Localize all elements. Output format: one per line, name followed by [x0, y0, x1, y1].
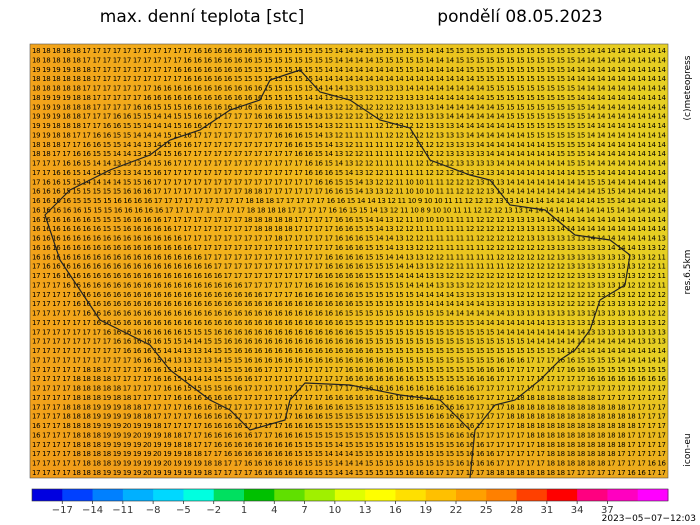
colorbar-segment — [244, 489, 275, 501]
timestamp: 2023−05−07−12:03 — [602, 514, 696, 524]
value-row: 19 19 19 18 18 18 17 17 17 17 16 16 15 1… — [32, 103, 667, 111]
colorbar-segment — [183, 489, 215, 501]
resolution: res.6.5km — [683, 250, 693, 295]
value-row: 16 17 17 18 18 18 19 19 19 20 19 19 18 1… — [32, 422, 666, 430]
value-row: 17 17 17 17 18 18 18 18 17 17 17 17 16 1… — [32, 375, 667, 383]
colorbar-segment — [425, 489, 457, 501]
value-row: 17 17 17 17 18 18 18 19 19 19 19 20 19 1… — [32, 469, 666, 477]
value-row: 18 18 17 17 16 16 15 15 14 14 13 13 14 1… — [32, 150, 667, 158]
colorbar-segment — [62, 489, 94, 501]
colorbar-tick-label: 13 — [359, 505, 372, 516]
value-row: 17 17 17 16 16 15 14 14 13 13 13 14 15 1… — [32, 160, 667, 168]
map-frame — [29, 43, 669, 479]
value-row: 16 16 16 16 16 16 15 15 15 16 16 16 16 1… — [32, 216, 667, 224]
value-row: 17 17 17 17 17 17 17 17 17 16 16 16 15 1… — [32, 347, 667, 355]
colorbar-tick-label: 4 — [271, 505, 277, 516]
colorbar-segment — [486, 489, 518, 501]
value-grid: 18 18 18 18 18 17 17 17 17 17 17 17 17 1… — [32, 47, 667, 477]
colorbar-segment — [334, 489, 366, 501]
colorbar-tick-label: −5 — [176, 505, 191, 516]
value-row: 17 17 17 17 17 17 16 16 16 16 16 16 16 1… — [32, 319, 666, 327]
value-row: 17 17 17 17 16 16 16 16 16 16 16 16 16 1… — [32, 291, 666, 299]
colorbar-segment — [516, 489, 548, 501]
value-row: 16 16 16 16 16 16 16 15 15 16 16 16 16 1… — [32, 225, 667, 233]
value-row: 16 16 16 16 16 16 16 16 16 16 16 16 16 1… — [32, 244, 666, 252]
colorbar-tick-label: 22 — [450, 505, 463, 516]
colorbar-segment — [637, 489, 669, 501]
value-row: 17 17 17 18 18 18 19 19 19 19 18 18 17 1… — [32, 413, 666, 421]
value-row: 17 17 17 17 18 18 18 19 18 18 17 17 17 1… — [32, 394, 666, 402]
colorbar-tick-label: 7 — [301, 505, 307, 516]
colorbar-segment — [546, 489, 578, 501]
value-row: 19 19 19 19 18 18 17 17 17 17 17 17 17 1… — [32, 66, 667, 74]
colorbar-segment — [122, 489, 154, 501]
colorbar-segment — [304, 489, 336, 501]
value-row: 18 18 18 18 18 17 17 17 17 17 17 17 17 1… — [32, 47, 667, 55]
value-row: 17 17 16 16 16 16 16 16 16 16 16 16 16 1… — [32, 272, 666, 280]
value-row: 16 16 16 15 15 15 15 15 15 16 16 16 17 1… — [32, 188, 667, 196]
model: icon-eu — [683, 433, 693, 466]
value-row: 17 17 17 17 18 18 18 18 19 19 19 19 20 1… — [32, 450, 666, 458]
value-row: 17 17 17 17 17 18 18 18 19 19 19 19 19 2… — [32, 460, 667, 468]
value-row: 18 18 18 18 18 18 17 17 17 17 17 17 17 1… — [32, 75, 667, 83]
value-row: 17 16 16 15 15 14 14 14 14 15 15 16 17 1… — [32, 178, 667, 186]
colorbar-segment — [607, 489, 639, 501]
value-row: 16 16 16 16 15 15 15 15 16 16 16 16 17 1… — [32, 197, 667, 205]
value-row: 17 16 16 16 16 16 16 16 16 16 16 16 16 1… — [32, 263, 666, 271]
date: pondělí 08.05.2023 — [437, 7, 602, 27]
value-row: 17 17 17 17 17 17 17 17 16 16 16 16 16 1… — [32, 338, 666, 346]
colorbar-tick-label: 25 — [480, 505, 493, 516]
colorbar-tick-label: 28 — [510, 505, 523, 516]
value-row: 19 19 18 18 18 17 17 16 16 15 15 14 14 1… — [32, 122, 667, 130]
value-row: 17 17 17 17 17 16 16 16 16 16 16 16 16 1… — [32, 310, 666, 318]
value-row: 19 19 19 18 18 17 17 17 16 16 15 15 14 1… — [32, 113, 667, 121]
colorbar-segment — [153, 489, 184, 501]
value-row: 17 17 17 17 18 18 18 18 18 17 17 17 17 1… — [32, 385, 666, 393]
value-row: 17 17 17 18 18 18 19 19 19 18 18 17 17 1… — [32, 403, 666, 411]
colorbar-segment — [274, 489, 306, 501]
value-row: 16 17 17 17 18 18 18 19 19 19 20 19 19 1… — [32, 431, 666, 439]
copyright: (c)meteopress — [683, 55, 693, 120]
colorbar-tick-label: 10 — [328, 505, 341, 516]
colorbar-tick-label: −2 — [206, 505, 221, 516]
colorbar-tick-label: −17 — [52, 505, 73, 516]
colorbar-segment — [365, 489, 396, 501]
colorbar-segment — [577, 489, 608, 501]
colorbar-tick-label: −14 — [82, 505, 103, 516]
colorbar-segment — [456, 489, 487, 501]
value-row: 18 18 18 17 17 16 16 15 15 14 14 13 14 1… — [32, 141, 667, 149]
value-row: 16 16 16 16 16 16 16 16 16 16 16 16 16 1… — [32, 235, 666, 243]
value-row: 17 17 17 16 16 16 16 16 16 16 16 16 16 1… — [32, 281, 666, 289]
value-row: 16 16 16 16 16 16 16 16 16 16 16 16 16 1… — [32, 253, 666, 261]
colorbar-tick-label: 16 — [389, 505, 402, 516]
colorbar: −17 −14 −11 −8 −5 −2 1 4 7 10 13 16 19 22 25 28 31 34 37 — [31, 488, 669, 516]
title: max. denní teplota [stc] — [100, 7, 304, 27]
value-row: 17 17 17 17 17 17 17 17 17 17 16 16 15 1… — [32, 356, 667, 364]
colorbar-tick-label: −8 — [146, 505, 161, 516]
map-shade — [30, 44, 668, 478]
colorbar-segment — [395, 489, 427, 501]
colorbar-segment — [213, 489, 245, 501]
border — [44, 69, 631, 479]
colorbar-tick-label: 19 — [419, 505, 432, 516]
value-row: 18 18 18 18 18 17 17 17 17 17 17 17 16 1… — [32, 85, 667, 93]
value-row: 17 17 16 16 15 14 14 13 13 13 14 15 16 1… — [32, 169, 667, 177]
colorbar-segment — [92, 489, 124, 501]
colorbar-tick-label: 34 — [571, 505, 584, 516]
value-row: 17 17 17 17 16 16 16 16 16 16 16 16 16 1… — [32, 300, 666, 308]
colorbar-tick-label: −11 — [112, 505, 133, 516]
value-row: 16 16 16 16 16 15 15 15 16 16 16 16 16 1… — [32, 206, 667, 214]
value-row: 17 17 17 17 18 18 18 19 19 19 19 20 19 1… — [32, 441, 666, 449]
colorbar-tick-label: 37 — [601, 505, 614, 516]
colorbar-frame — [31, 488, 669, 502]
value-row: 19 19 18 18 17 17 16 16 15 15 14 14 14 1… — [32, 131, 667, 139]
colorbar-tick-label: 1 — [241, 505, 247, 516]
value-row: 18 18 18 18 18 17 17 17 17 17 17 17 17 1… — [32, 56, 667, 64]
colorbar-segment — [32, 489, 63, 501]
value-row: 17 17 17 17 17 17 17 16 16 16 16 16 16 1… — [32, 328, 666, 336]
value-row: 18 19 19 19 18 18 17 17 17 17 17 16 16 1… — [32, 94, 667, 102]
value-row: 17 17 17 17 17 18 18 17 17 17 17 16 16 1… — [32, 366, 666, 374]
colorbar-tick-label: 31 — [540, 505, 553, 516]
